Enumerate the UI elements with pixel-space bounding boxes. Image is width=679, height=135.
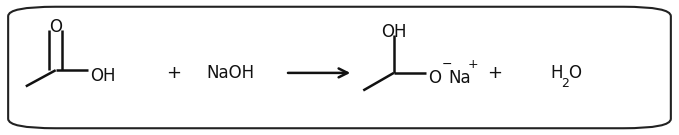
Text: O: O [428,69,441,87]
Text: 2: 2 [561,77,569,90]
Text: O: O [568,64,581,82]
Text: +: + [487,64,502,82]
Text: +: + [467,58,478,71]
FancyBboxPatch shape [8,7,671,128]
Text: H: H [550,64,562,82]
Text: Na: Na [448,69,471,87]
Text: +: + [166,64,181,82]
Text: OH: OH [381,23,407,41]
Text: OH: OH [90,67,115,85]
Text: NaOH: NaOH [207,64,255,82]
Text: −: − [442,58,452,71]
Text: O: O [49,18,62,36]
